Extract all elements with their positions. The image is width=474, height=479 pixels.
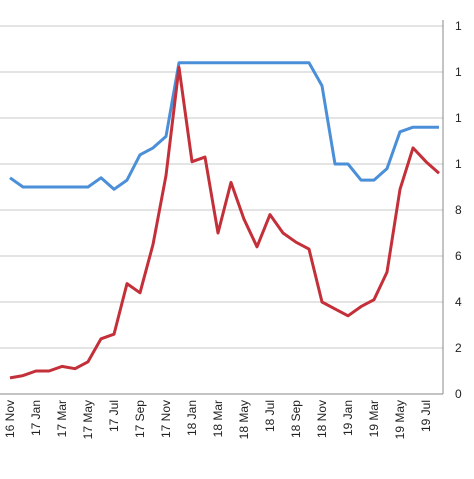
x-tick-label: 18 Jul	[263, 400, 277, 432]
x-tick-label: 19 Jan	[341, 400, 355, 436]
x-tick-label: 18 Mar	[211, 400, 225, 437]
y-tick-label: 4	[455, 295, 462, 309]
x-tick-label: 18 Sep	[289, 400, 303, 438]
y-tick-label: 6	[455, 249, 462, 263]
x-tick-label: 17 May	[81, 400, 95, 439]
x-tick-label: 18 Nov	[315, 400, 329, 438]
x-tick-label: 18 May	[237, 400, 251, 439]
y-tick-label: 1	[455, 65, 462, 79]
data-line	[9, 61, 439, 191]
x-tick-label: 17 Sep	[133, 400, 147, 438]
y-tick-label: 1	[455, 19, 462, 33]
x-tick-label: 17 Jan	[29, 400, 43, 436]
x-tick-label: 16 Nov	[3, 400, 17, 438]
x-tick-label: 19 Jul	[419, 400, 433, 432]
x-tick-label: 17 Nov	[159, 400, 173, 438]
y-tick-label: 8	[455, 203, 462, 217]
y-tick-label: 1	[455, 157, 462, 171]
data-line	[9, 65, 440, 380]
y-tick-label: 1	[455, 111, 462, 125]
x-tick-label: 19 Mar	[367, 400, 381, 437]
x-tick-label: 17 Jul	[107, 400, 121, 432]
x-tick-label: 19 May	[393, 400, 407, 439]
y-tick-label: 2	[455, 341, 462, 355]
x-tick-label: 18 Jan	[185, 400, 199, 436]
y-tick-label: 0	[455, 387, 462, 401]
x-tick-label: 17 Mar	[55, 400, 69, 437]
